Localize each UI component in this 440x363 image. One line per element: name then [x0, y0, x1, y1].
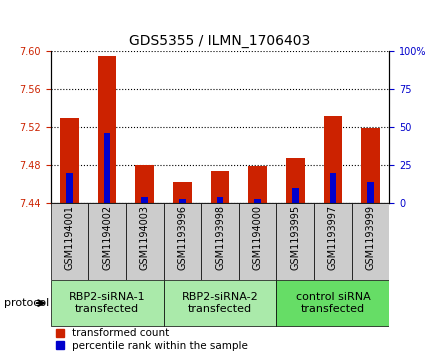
Bar — [323, 115, 342, 203]
Bar — [330, 173, 336, 203]
Bar — [254, 199, 261, 203]
Bar — [286, 159, 305, 203]
Bar — [292, 188, 299, 203]
Bar — [141, 197, 148, 203]
Bar — [173, 182, 192, 203]
Bar — [98, 56, 117, 203]
Bar — [352, 203, 389, 280]
Bar — [60, 118, 79, 203]
Text: GSM1194001: GSM1194001 — [64, 205, 74, 270]
Bar — [66, 173, 73, 203]
Bar — [179, 199, 186, 203]
Text: protocol: protocol — [4, 298, 50, 308]
Bar — [239, 203, 276, 280]
Text: GSM1194000: GSM1194000 — [253, 205, 263, 270]
Text: GSM1193997: GSM1193997 — [328, 205, 338, 270]
Bar — [217, 197, 223, 203]
Text: GSM1194003: GSM1194003 — [140, 205, 150, 270]
Text: GSM1193996: GSM1193996 — [177, 205, 187, 270]
Text: RBP2-siRNA-2
transfected: RBP2-siRNA-2 transfected — [182, 292, 258, 314]
Bar — [136, 165, 154, 203]
Bar — [126, 203, 164, 280]
Text: control siRNA
transfected: control siRNA transfected — [296, 292, 370, 314]
Bar — [51, 203, 88, 280]
Bar — [51, 281, 164, 326]
Legend: transformed count, percentile rank within the sample: transformed count, percentile rank withi… — [56, 328, 248, 351]
Text: GSM1193998: GSM1193998 — [215, 205, 225, 270]
Bar — [367, 182, 374, 203]
Bar — [314, 203, 352, 280]
Bar — [164, 203, 201, 280]
Bar — [276, 203, 314, 280]
Text: GSM1194002: GSM1194002 — [102, 205, 112, 270]
Bar — [201, 203, 239, 280]
Text: RBP2-siRNA-1
transfected: RBP2-siRNA-1 transfected — [69, 292, 145, 314]
Title: GDS5355 / ILMN_1706403: GDS5355 / ILMN_1706403 — [129, 34, 311, 48]
Bar — [276, 281, 389, 326]
Bar — [248, 166, 267, 203]
Bar — [88, 203, 126, 280]
Text: GSM1193999: GSM1193999 — [366, 205, 376, 270]
Text: GSM1193995: GSM1193995 — [290, 205, 300, 270]
Bar — [164, 281, 276, 326]
Bar — [211, 171, 229, 203]
Bar — [361, 128, 380, 203]
Bar — [104, 133, 110, 203]
